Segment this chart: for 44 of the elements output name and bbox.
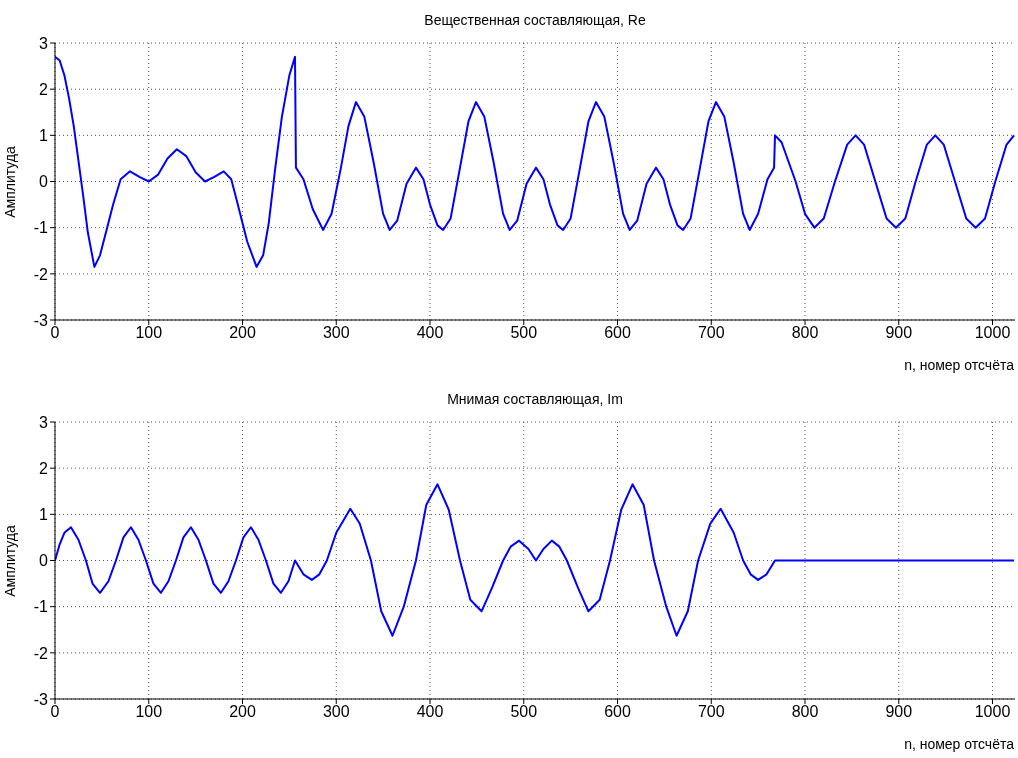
x-tick-label: 600 [604,324,631,342]
y-tick-label: -1 [33,598,49,616]
x-tick-label: 300 [322,324,350,342]
y-tick-label: 1 [39,127,49,145]
x-tick-label: 1000 [974,703,1011,721]
x-tick-label: 400 [416,324,444,342]
x-tick-label: 100 [135,324,163,342]
chart-title: Вещественная составляющая, Re [423,12,647,28]
x-tick-label: 500 [510,324,538,342]
x-axis-title: n, номер отсчёта [904,357,1014,373]
x-tick-label: 0 [50,324,60,342]
x-tick-label: 700 [697,703,725,721]
y-tick-label: 0 [39,552,49,570]
x-tick-label: 900 [885,703,913,721]
x-tick-label: 200 [229,703,256,721]
x-tick-label: 800 [791,324,819,342]
line-series [55,55,1015,268]
y-axis-title: Амплитуда [2,524,18,597]
x-tick-label: 1000 [974,324,1011,342]
x-tick-label: 300 [322,703,350,721]
y-tick-label: -1 [33,219,49,237]
y-tick-label: 2 [39,459,49,477]
chart-title: Мнимая составляющая, Im [446,391,624,407]
x-tick-label: 600 [604,703,631,721]
y-tick-label: -2 [33,644,49,662]
y-tick-label: 3 [39,34,49,52]
y-tick-label: 1 [39,506,49,524]
x-tick-label: 100 [135,703,163,721]
y-tick-label: -3 [33,690,49,708]
y-tick-label: 2 [39,80,49,98]
y-axis-title: Амплитуда [2,145,18,218]
x-tick-label: 800 [791,703,819,721]
x-tick-label: 900 [885,324,913,342]
x-axis-title: n, номер отсчёта [904,736,1014,752]
x-tick-label: 400 [416,703,444,721]
x-tick-label: 700 [697,324,725,342]
x-tick-label: 200 [229,324,256,342]
line-series [55,483,1015,637]
y-tick-label: 0 [39,173,49,191]
x-tick-label: 500 [510,703,538,721]
y-tick-label: 3 [39,413,49,431]
x-tick-label: 0 [50,703,60,721]
y-tick-label: -2 [33,265,49,283]
y-tick-label: -3 [33,311,49,329]
